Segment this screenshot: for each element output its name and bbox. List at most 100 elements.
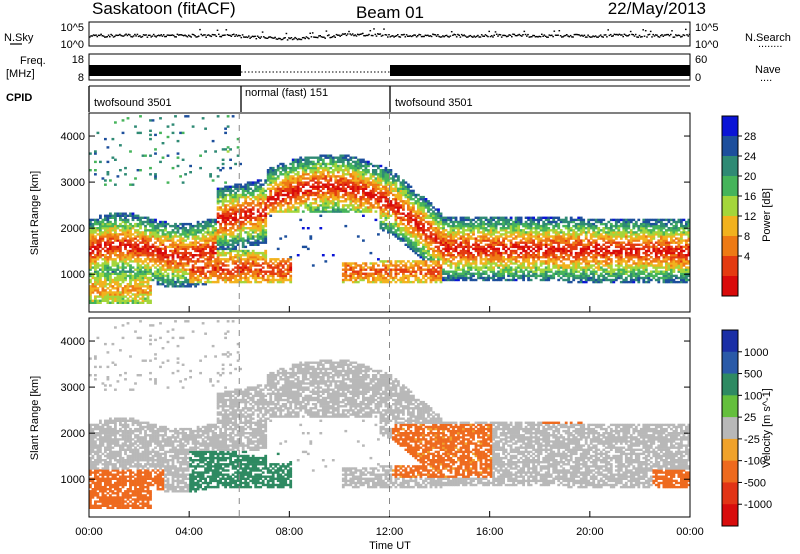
- power-cell: [356, 189, 360, 193]
- power-cell: [214, 247, 217, 251]
- power-cell: [316, 183, 320, 186]
- noise-sample: [602, 36, 604, 38]
- power-cell: [149, 301, 152, 304]
- power-cell: [437, 262, 440, 265]
- power-cell: [437, 235, 440, 238]
- noise-sample: [309, 32, 311, 34]
- power-cell: [344, 164, 348, 168]
- power-cell: [324, 185, 328, 188]
- power-cell: [384, 260, 388, 263]
- power-cell: [94, 222, 97, 226]
- noise-sample: [417, 35, 419, 37]
- power-cell: [442, 233, 445, 236]
- power-cell: [414, 237, 418, 240]
- power-cell: [116, 278, 120, 282]
- power-cell: [174, 283, 177, 286]
- noise-sample: [574, 33, 577, 36]
- power-cell: [382, 212, 385, 215]
- power-cell: [462, 233, 465, 236]
- power-cell: [321, 191, 325, 195]
- power-cell: [329, 193, 333, 197]
- power-cell: [432, 214, 435, 217]
- power-cell: [274, 179, 278, 182]
- power-cell: [124, 301, 127, 304]
- power-cell: [211, 260, 215, 263]
- power-cell: [171, 237, 175, 240]
- power-cell: [209, 264, 212, 267]
- power-cell: [319, 198, 323, 201]
- noise-sample: [589, 36, 592, 38]
- power-cell: [374, 210, 378, 213]
- power-cell: [304, 245, 308, 249]
- power-cell: [472, 218, 475, 222]
- power-cell: [414, 274, 418, 278]
- noise-sample: [368, 33, 370, 36]
- power-cell: [472, 243, 475, 246]
- power-cell: [101, 280, 105, 284]
- power-cell: [144, 293, 147, 296]
- power-cell: [274, 183, 278, 186]
- power-cell: [306, 162, 310, 166]
- power-cell: [344, 224, 348, 228]
- power-cell: [136, 131, 140, 135]
- power-cell: [336, 185, 340, 188]
- power-cell: [206, 245, 210, 249]
- power-cell: [439, 212, 443, 215]
- power-cell: [226, 150, 230, 153]
- power-cell: [294, 166, 298, 170]
- power-cell: [114, 216, 117, 219]
- power-cell: [281, 193, 285, 197]
- power-cell: [276, 175, 280, 178]
- power-cell: [296, 210, 300, 213]
- power-cell: [344, 268, 348, 271]
- power-cell: [129, 233, 132, 236]
- power-cell: [346, 173, 350, 176]
- power-cell: [281, 187, 285, 190]
- power-cell: [141, 293, 145, 296]
- power-cell: [464, 241, 468, 244]
- power-cell: [319, 173, 323, 176]
- power-cell: [329, 206, 333, 209]
- power-cell: [467, 260, 470, 263]
- power-cell: [377, 200, 380, 203]
- power-cell: [286, 189, 290, 193]
- power-cell: [246, 231, 250, 234]
- noise-sample: [293, 38, 295, 40]
- noise-sky-label: N.Sky: [4, 32, 34, 44]
- noise-sample: [271, 37, 274, 39]
- power-cell: [377, 187, 380, 190]
- power-cell: [139, 260, 142, 263]
- power-cell: [129, 272, 132, 275]
- power-cell: [367, 272, 370, 275]
- power-cell: [341, 206, 345, 209]
- power-cell: [439, 237, 443, 240]
- power-cell: [139, 247, 142, 251]
- power-cell: [234, 195, 237, 199]
- power-cell: [432, 262, 435, 265]
- power-cell: [231, 216, 235, 219]
- power-cell: [209, 224, 212, 228]
- noise-sample: [375, 35, 378, 37]
- power-cell: [171, 260, 175, 263]
- power-cell: [281, 274, 285, 278]
- power-cell: [384, 270, 388, 273]
- noise-sample: [377, 33, 379, 35]
- freq-left-tick-bottom: 8: [78, 72, 84, 84]
- power-cell: [422, 243, 425, 246]
- power-cell: [439, 231, 443, 234]
- power-cell: [351, 181, 355, 184]
- power-cell: [169, 243, 172, 246]
- power-cell: [419, 254, 423, 257]
- power-cell: [141, 270, 145, 273]
- power-cell: [402, 260, 405, 263]
- power-cell: [149, 254, 152, 257]
- power-cell: [126, 262, 130, 265]
- power-cell: [299, 162, 303, 166]
- power-cell: [224, 247, 227, 251]
- power-cell: [244, 212, 248, 215]
- power-cell: [114, 222, 117, 226]
- power-cell: [301, 169, 305, 172]
- power-cell: [121, 131, 125, 135]
- power-cell: [469, 264, 473, 267]
- power-cell: [422, 247, 425, 251]
